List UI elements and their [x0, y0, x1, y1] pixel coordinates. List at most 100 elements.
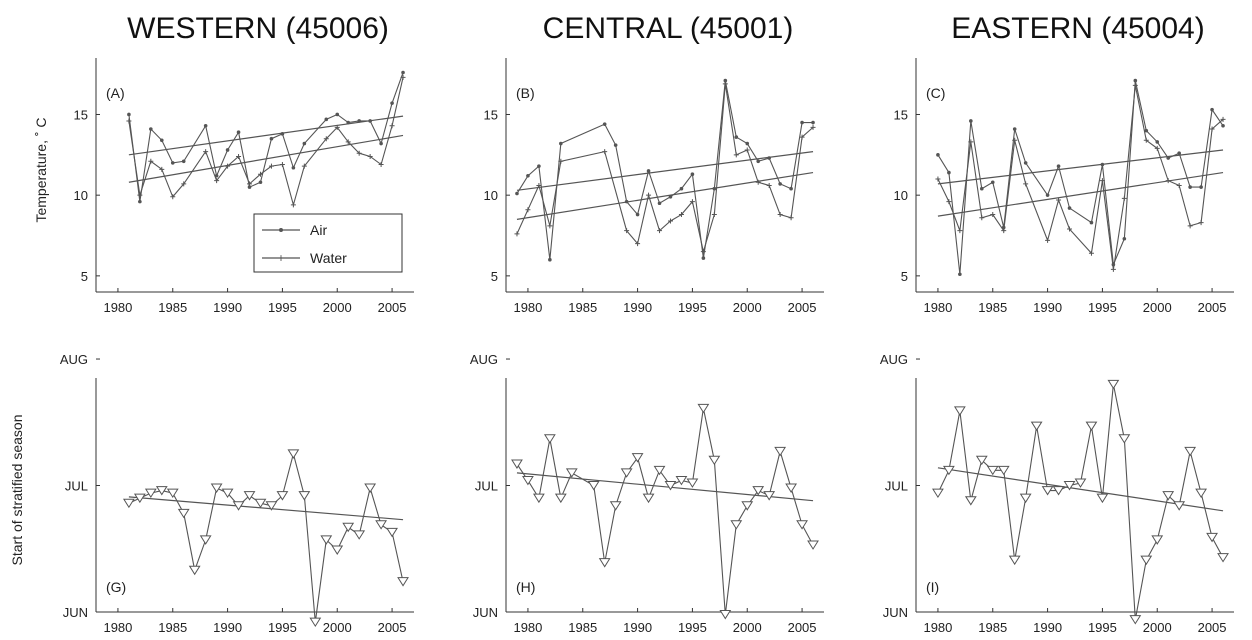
water-point: [126, 118, 132, 124]
water-point: [700, 249, 706, 255]
y-tick-label: 10: [484, 188, 498, 203]
stratification-point: [166, 488, 179, 499]
stratification-point: [309, 617, 322, 628]
air-point: [357, 119, 361, 123]
legend-box: [253, 213, 403, 273]
air-point: [767, 156, 771, 160]
stratification-point: [719, 610, 732, 620]
air-point: [668, 194, 673, 199]
stratification-point: [964, 496, 977, 506]
x-tick-label: 1995: [678, 620, 707, 635]
y-tick-label: JUL: [885, 479, 908, 494]
air-point: [1188, 185, 1192, 189]
stratification-point: [122, 498, 135, 509]
water-point: [744, 147, 750, 153]
x-tick-label: 1980: [103, 620, 132, 635]
y-tick-label: AUG: [880, 352, 908, 367]
stratification-point: [986, 465, 999, 476]
air-point: [302, 141, 307, 146]
panel-label: (B): [516, 85, 535, 101]
stratification-point: [997, 465, 1010, 476]
stratification-point: [730, 520, 743, 530]
x-tick-label: 1985: [978, 620, 1007, 635]
x-tick-label: 1980: [103, 300, 132, 315]
water-point: [788, 215, 794, 221]
water-point: [214, 178, 220, 184]
stratification-point: [554, 493, 567, 504]
legend-air-label: Air: [310, 222, 327, 238]
panel-label: (H): [516, 579, 535, 595]
water-series-line: [937, 85, 1224, 270]
water-point: [301, 163, 307, 169]
water-point: [257, 171, 263, 177]
air-point: [635, 212, 640, 217]
y-tick-label: JUL: [65, 479, 88, 494]
air-point: [624, 199, 629, 204]
water-point: [602, 149, 608, 155]
water-point: [733, 152, 739, 158]
air-point: [1210, 107, 1214, 112]
x-tick-label: 2005: [378, 300, 407, 315]
x-tick-label: 1995: [1088, 300, 1117, 315]
panel-c-eastern-temperature: 1980 1985 1990 1995 2000 2005 5 10 15 (C): [894, 58, 1234, 315]
stratification-series-line: [128, 451, 404, 623]
panel-label: (A): [106, 85, 125, 101]
x-tick-label: 2000: [1143, 300, 1172, 315]
stratification-point: [254, 498, 267, 509]
stratification-point: [1129, 615, 1142, 625]
stratification-point: [210, 483, 223, 493]
panel-label: (I): [926, 579, 939, 595]
air-point: [401, 70, 405, 75]
water-point: [279, 162, 285, 168]
water-point: [1023, 181, 1029, 187]
water-point: [1001, 228, 1007, 234]
stratification-point: [1118, 434, 1131, 444]
air-point: [258, 180, 263, 185]
stratification-point: [587, 481, 600, 491]
stratification-point: [763, 491, 776, 501]
stratification-point: [1096, 493, 1109, 504]
water-point: [547, 223, 553, 229]
stratification-point: [199, 535, 212, 545]
stratification-point: [1151, 535, 1164, 545]
x-tick-label: 1995: [268, 620, 297, 635]
legend-water-marker: +: [277, 251, 284, 265]
stratification-point: [1063, 481, 1076, 491]
stratification-point: [565, 468, 578, 478]
water-point: [1209, 126, 1215, 132]
water-point: [345, 139, 351, 145]
temperature-axis-label: Temperature, ˚ C: [33, 117, 49, 222]
x-tick-label: 1995: [1088, 620, 1117, 635]
air-point: [159, 138, 164, 143]
x-tick-label: 1990: [213, 300, 242, 315]
water-point: [323, 136, 329, 142]
water-point: [766, 182, 772, 188]
water-point: [755, 179, 761, 185]
water-point: [536, 182, 542, 188]
water-series-line: [128, 77, 404, 207]
stratification-point: [375, 520, 388, 530]
x-tick-label: 2000: [733, 620, 762, 635]
air-point: [346, 120, 351, 125]
stratification-point: [342, 522, 355, 533]
air-point: [1166, 156, 1171, 160]
stratification-point: [1184, 446, 1197, 457]
legend-air-marker: [279, 228, 283, 232]
water-point: [1154, 145, 1160, 151]
water-point: [170, 194, 176, 200]
stratification-point: [221, 488, 234, 499]
stratification-point: [522, 475, 534, 486]
y-tick-label: JUN: [473, 605, 498, 620]
water-point: [181, 181, 187, 187]
x-tick-label: 1990: [1033, 620, 1062, 635]
air-point: [1056, 164, 1061, 168]
stratification-point: [664, 481, 677, 491]
y-tick-label: 5: [491, 269, 498, 284]
water-point: [356, 150, 362, 156]
stratification-point: [532, 493, 545, 504]
x-tick-label: 2005: [378, 620, 407, 635]
stratification-point: [1173, 501, 1186, 511]
air-point: [269, 136, 274, 141]
stratification-point: [741, 501, 754, 511]
y-tick-label: 5: [81, 269, 88, 284]
